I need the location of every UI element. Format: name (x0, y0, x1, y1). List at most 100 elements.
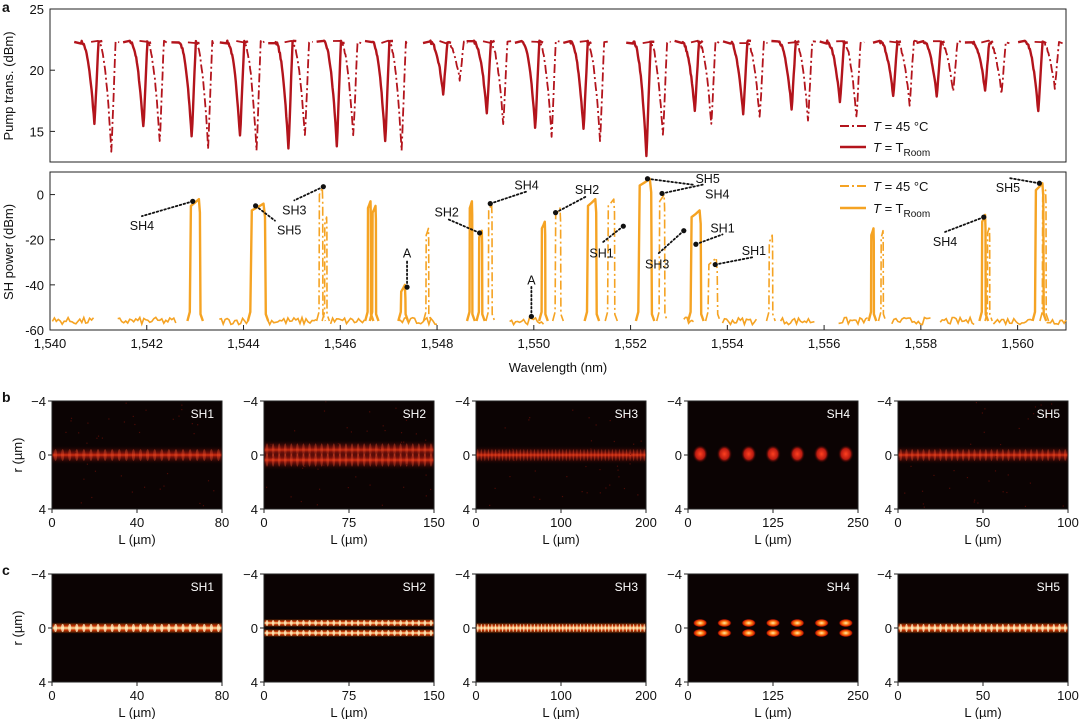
mode-fringe (1024, 449, 1027, 461)
mode-x-tick-label: 0 (48, 688, 55, 703)
mode-fringe (508, 449, 511, 461)
mode-fringe (68, 623, 72, 633)
mode-image-label: SH2 (403, 580, 427, 594)
sh-annotation-label: SH1 (710, 221, 734, 235)
mode-fringe (916, 449, 920, 461)
mode-fringe (68, 449, 72, 461)
mode-blob (790, 628, 805, 638)
pump-dip-room (466, 39, 496, 115)
sh-y-tick-label: -40 (25, 278, 44, 293)
mode-fringe (600, 449, 603, 461)
mode-noise-speckle (922, 503, 924, 505)
mode-fringe (350, 629, 354, 637)
sh-annotation-leader (600, 225, 625, 245)
pump-dip-room (771, 39, 800, 111)
sh-annotation-label: SH5 (695, 172, 719, 186)
mode-image-background (264, 574, 434, 682)
mode-fringe (944, 623, 948, 633)
mode-x-axis-label: L (µm) (964, 532, 1001, 547)
mode-fringe (1001, 623, 1005, 633)
mode-fringe (423, 629, 427, 637)
sh-noise-trace (266, 315, 317, 327)
mode-noise-speckle (599, 492, 601, 494)
mode-x-tick-label: 75 (342, 688, 356, 703)
mode-noise-speckle (316, 504, 318, 506)
mode-y-tick-label: 0 (675, 448, 682, 463)
mode-y-tick-label: −4 (877, 394, 892, 409)
pump-dip-room (819, 39, 848, 104)
sh-y-tick-label: -20 (25, 233, 44, 248)
mode-fringe (501, 449, 504, 461)
mode-fringe (583, 623, 585, 633)
sh-annotation-leader (489, 190, 528, 205)
mode-fringe (338, 629, 342, 637)
mode-noise-speckle (415, 433, 417, 435)
mode-blob (838, 618, 854, 628)
mode-fringe (181, 449, 185, 461)
mode-band (476, 622, 646, 634)
mode-fringe (916, 623, 920, 633)
mode-fringe (618, 449, 621, 461)
sh-annotation-leader (656, 229, 685, 256)
mode-fringe (1041, 623, 1044, 633)
mode-fringe (302, 453, 305, 467)
mode-x-tick-label: 150 (423, 515, 445, 530)
sh-annotation-label: SH5 (996, 181, 1020, 195)
mode-fringe (53, 449, 58, 461)
mode-fringe (308, 453, 311, 467)
pump-dip-room (1017, 39, 1047, 113)
mode-x-axis-label: L (µm) (964, 705, 1001, 719)
mode-fringe (622, 449, 624, 461)
mode-fringe (625, 623, 628, 633)
mode-noise-speckle (271, 456, 273, 458)
mode-fringe (374, 453, 378, 467)
mode-fringe (533, 449, 536, 461)
sh-noise-trace (838, 316, 869, 327)
mode-noise-speckle (613, 440, 615, 443)
mode-fringe (350, 453, 354, 467)
mode-fringe (544, 449, 546, 461)
mode-fringe (374, 619, 378, 627)
mode-fringe (302, 619, 305, 627)
mode-noise-speckle (1040, 404, 1042, 406)
mode-x-tick-label: 80 (215, 515, 229, 530)
pump-dip-room (364, 39, 394, 143)
mode-noise-speckle (966, 476, 969, 479)
mode-x-tick-label: 50 (976, 688, 990, 703)
mode-noise-speckle (1007, 474, 1009, 476)
mode-fringe (82, 623, 86, 633)
sh-x-tick-label: 1,542 (130, 336, 163, 351)
mode-fringe (344, 629, 348, 637)
mode-fringe (283, 619, 287, 627)
mode-fringe (265, 453, 269, 467)
mode-blob (765, 628, 781, 638)
mode-x-axis-label: L (µm) (118, 705, 155, 719)
mode-fringe (933, 623, 937, 633)
sh-peak-45c (877, 229, 887, 322)
mode-fringe (484, 623, 486, 633)
mode-noise-speckle (172, 418, 174, 420)
mode-fringe (643, 623, 646, 633)
mode-noise-speckle (400, 432, 403, 434)
mode-fringe (939, 623, 942, 633)
mode-y-tick-label: −4 (455, 567, 470, 582)
mode-noise-speckle (962, 459, 964, 461)
mode-fringe (89, 449, 93, 461)
mode-noise-speckle (1062, 505, 1064, 507)
mode-noise-speckle (350, 431, 353, 433)
mode-noise-speckle (898, 458, 900, 461)
mode-noise-speckle (125, 402, 127, 404)
mode-noise-speckle (108, 418, 110, 420)
sh-legend-text-45c: T = 45 °C (873, 179, 928, 194)
mode-fringe (494, 449, 497, 461)
pump-dip-45c (332, 40, 362, 137)
pump-dip-45c (187, 40, 217, 150)
mode-noise-speckle (193, 433, 195, 435)
mode-fringe (209, 623, 213, 633)
mode-noise-speckle (337, 443, 339, 445)
mode-fringe (554, 623, 557, 633)
mode-fringe (1052, 449, 1056, 461)
